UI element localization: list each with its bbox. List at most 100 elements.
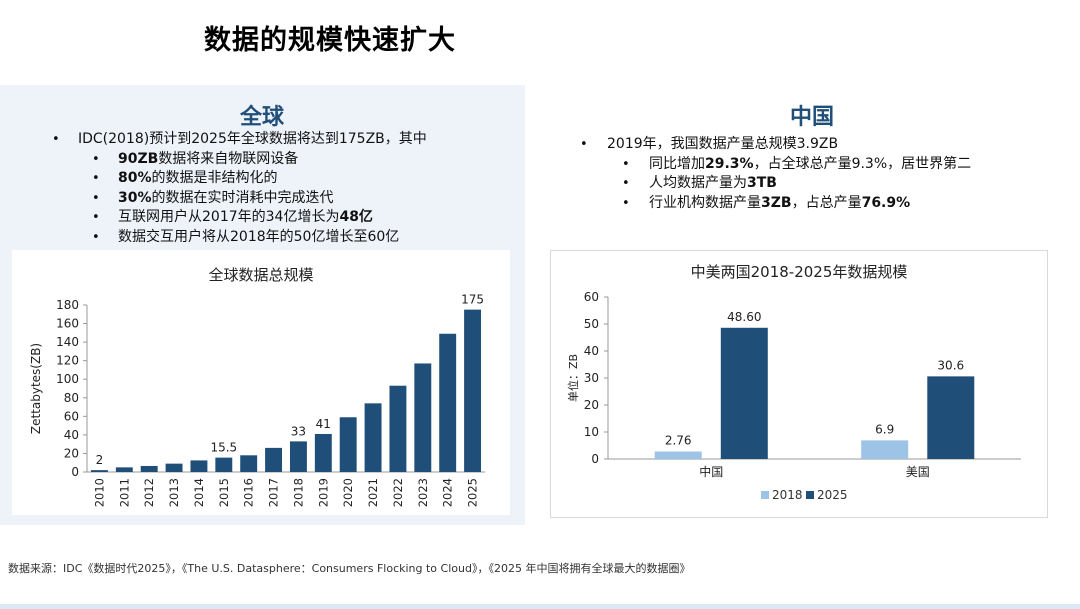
y-tick-label: 20 bbox=[584, 398, 599, 412]
x-tick-label: 2016 bbox=[242, 478, 256, 507]
y-tick-label: 0 bbox=[71, 465, 79, 479]
data-label: 30.6 bbox=[937, 358, 964, 372]
legend-label: 2018 bbox=[772, 488, 803, 502]
bar-2022 bbox=[389, 385, 407, 472]
data-label: 175 bbox=[461, 293, 484, 307]
y-tick-label: 0 bbox=[591, 452, 599, 466]
bullet-dot-icon: • bbox=[92, 210, 100, 225]
x-tick-label: 2018 bbox=[291, 478, 305, 507]
legend-swatch-2018 bbox=[761, 491, 769, 499]
bullet-emphasis: 76.9% bbox=[861, 194, 911, 211]
global-bullet-text: 数据交互用户将从2018年的50亿增长至60亿 bbox=[118, 229, 399, 245]
bullet-text-part: 的数据在实时消耗中完成迭代 bbox=[151, 189, 334, 206]
bullet-emphasis: 30% bbox=[118, 189, 152, 206]
x-tick-label: 2025 bbox=[466, 478, 480, 507]
global-bullet-item: • 30%的数据在实时消耗中完成迭代 bbox=[0, 189, 349, 209]
y-tick-label: 10 bbox=[584, 425, 599, 439]
bullet-text-part: 数据将来自物联网设备 bbox=[158, 150, 299, 167]
bullet-emphasis: 48亿 bbox=[339, 209, 373, 225]
y-tick-label: 40 bbox=[584, 344, 599, 358]
global-panel: 全球 • IDC(2018)预计到2025年全球数据将达到175ZB，其中 • 90Z… bbox=[0, 85, 525, 525]
china-bullet-list: • 2019年，我国数据产量总规模3.9ZB • 同比增加29.3%，占全球总产量9.… bbox=[525, 135, 971, 214]
bullet-text-part: ，占全球总产量9.3%，居世界第二 bbox=[753, 155, 972, 172]
bottom-divider bbox=[0, 604, 1080, 609]
bullet-emphasis: 80% bbox=[118, 170, 152, 186]
legend-swatch-2025 bbox=[806, 491, 814, 499]
data-label: 6.9 bbox=[875, 422, 894, 436]
global-heading: 全球 bbox=[240, 105, 285, 130]
y-tick-label: 60 bbox=[584, 290, 599, 304]
bullet-text-part: 互联网用户从2017年的34亿增长为 bbox=[118, 209, 340, 225]
y-tick-label: 20 bbox=[64, 446, 79, 460]
global-bullet-item: • 80%的数据是非结构化的 bbox=[0, 169, 349, 189]
bullet-text-part: 人均数据产量为 bbox=[649, 175, 747, 191]
bar-2019 bbox=[314, 433, 332, 472]
y-tick-label: 120 bbox=[56, 354, 79, 368]
y-axis-title: 单位：ZB bbox=[566, 354, 580, 402]
bar-2020 bbox=[339, 417, 357, 472]
bar-2012 bbox=[140, 465, 158, 472]
global-bullet-text: 90ZB数据将来自物联网设备 bbox=[118, 151, 298, 167]
bar-中国-2018 bbox=[654, 451, 702, 459]
china-bullet-text: 行业机构数据产量3ZB，占总产量76.9% bbox=[649, 195, 910, 211]
global-data-chart: 0 20 40 60 80 100 120 140 160 180 Zettabytes(ZB) 20… bbox=[29, 293, 485, 507]
bar-2011 bbox=[115, 467, 133, 472]
bar-2024 bbox=[439, 333, 457, 472]
x-tick-label: 2013 bbox=[167, 478, 181, 507]
bullet-dot-icon: • bbox=[92, 190, 100, 206]
y-tick-label: 30 bbox=[584, 371, 599, 385]
global-bullet-text: 30%的数据在实时消耗中完成迭代 bbox=[118, 190, 334, 206]
bullet-emphasis: 90ZB bbox=[118, 150, 159, 167]
bar-2017 bbox=[265, 447, 283, 472]
bar-中国-2025 bbox=[720, 327, 768, 459]
bullet-emphasis: 3ZB bbox=[761, 194, 792, 211]
china-bullet-text: 同比增加29.3%，占全球总产量9.3%，居世界第二 bbox=[649, 156, 971, 172]
bullet-text-part: 数据交互用户将从2018年的50亿增长至60亿 bbox=[118, 228, 400, 245]
data-label: 2.76 bbox=[665, 434, 692, 448]
bullet-dot-icon: • bbox=[52, 132, 60, 147]
bar-2015 bbox=[215, 457, 233, 472]
bullet-text-part: 2019年，我国数据产量总规模3.9ZB bbox=[607, 136, 839, 152]
y-tick-label: 50 bbox=[584, 317, 599, 331]
china-us-data-chart: 0 10 20 30 40 50 60 单位：ZB 2.76 48.60 中国 6.9 30.6 美国 20… bbox=[566, 290, 1021, 502]
y-tick-label: 160 bbox=[56, 317, 79, 331]
bar-2018 bbox=[289, 441, 307, 472]
china-bullet-text: 2019年，我国数据产量总规模3.9ZB bbox=[607, 136, 838, 152]
global-chart-title: 全球数据总规模 bbox=[208, 266, 314, 284]
china-us-chart-card: 中美两国2018-2025年数据规模 0 10 20 30 40 50 60 单位：ZB 2.7… bbox=[550, 250, 1048, 518]
legend-label: 2025 bbox=[817, 488, 848, 502]
global-bullet-text: 互联网用户从2017年的34亿增长为48亿 bbox=[118, 209, 373, 225]
china-bullet-item: • 同比增加29.3%，占全球总产量9.3%，居世界第二 bbox=[525, 155, 971, 175]
global-bullet-item: • 互联网用户从2017年的34亿增长为48亿 bbox=[0, 208, 373, 228]
global-bullet-text: 80%的数据是非结构化的 bbox=[118, 170, 278, 186]
bullet-emphasis: 3TB bbox=[747, 175, 777, 191]
bar-2025 bbox=[464, 309, 482, 472]
china-bullet-item: • 行业机构数据产量3ZB，占总产量76.9% bbox=[525, 194, 910, 214]
y-tick-label: 180 bbox=[56, 298, 79, 312]
y-tick-label: 100 bbox=[56, 372, 79, 386]
china-bullet-item: • 2019年，我国数据产量总规模3.9ZB bbox=[525, 135, 847, 155]
global-chart-card: 全球数据总规模 0 20 40 60 80 100 120 140 160 180 Zettabyt… bbox=[12, 250, 510, 515]
x-tick-label: 2017 bbox=[267, 478, 281, 507]
y-tick-label: 40 bbox=[64, 428, 79, 442]
x-tick-label: 2014 bbox=[192, 478, 206, 507]
bullet-dot-icon: • bbox=[92, 229, 100, 245]
bar-2013 bbox=[165, 463, 183, 472]
page-title: 数据的规模快速扩大 bbox=[204, 25, 456, 56]
y-tick-label: 140 bbox=[56, 335, 79, 349]
bar-美国-2025 bbox=[927, 376, 975, 459]
x-tick-label: 2011 bbox=[117, 478, 131, 507]
bullet-text-part: 行业机构数据产量 bbox=[649, 194, 761, 211]
global-bullet-item: • 90ZB数据将来自物联网设备 bbox=[0, 150, 349, 170]
bar-2016 bbox=[240, 455, 258, 472]
x-tick-label: 2015 bbox=[217, 478, 231, 507]
data-label: 2 bbox=[96, 453, 104, 467]
bullet-dot-icon: • bbox=[622, 156, 630, 172]
data-label: 41 bbox=[316, 417, 331, 431]
bullet-dot-icon: • bbox=[92, 151, 100, 167]
data-label: 48.60 bbox=[727, 310, 761, 324]
bar-2023 bbox=[414, 363, 432, 472]
bullet-dot-icon: • bbox=[622, 176, 630, 191]
bar-2010 bbox=[90, 470, 108, 472]
bullet-text-part: 同比增加 bbox=[649, 155, 705, 172]
